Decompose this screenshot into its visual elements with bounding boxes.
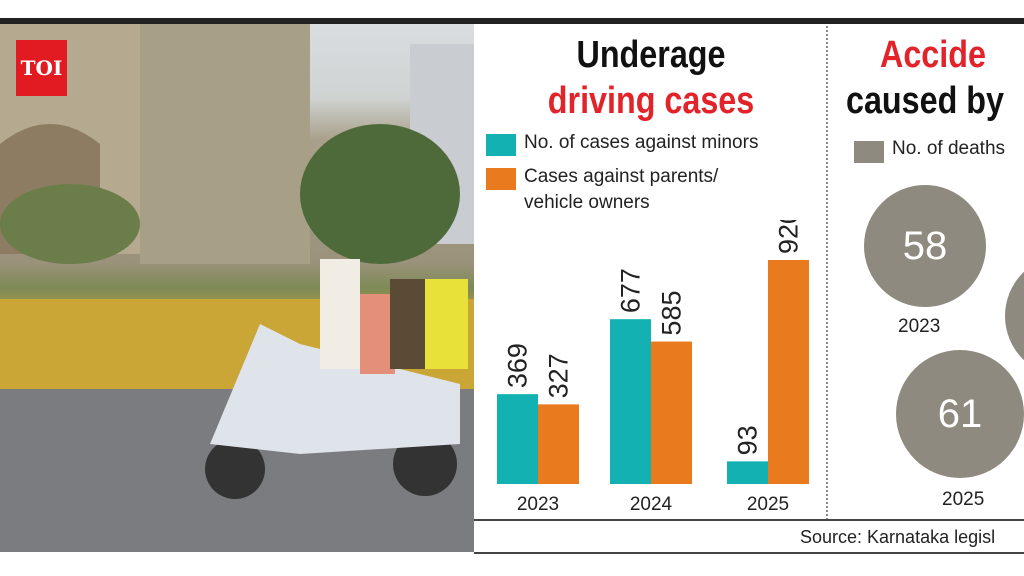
source-top-rule: [474, 519, 1024, 521]
chart-title-line2: driving cases: [547, 80, 755, 122]
bar-2024-series-2: [651, 341, 692, 484]
bubble-year-2023: 2023: [898, 316, 941, 337]
x-tick-label: 2023: [517, 494, 559, 515]
legend-label: Cases against parents/: [524, 166, 719, 187]
bar-2023-series-1: [497, 394, 538, 484]
bar-2023-series-2: [538, 404, 579, 484]
bubble-2023: 58: [864, 185, 986, 307]
x-tick-label: 2025: [747, 494, 789, 515]
top-border: [0, 18, 1024, 24]
bubble-2024-edge: [1005, 271, 1024, 361]
legend-swatch-teal: [486, 134, 516, 156]
bar-chart: 369 327 2023 677 585 2024 93 920 2025: [497, 220, 809, 515]
x-tick-label: 2024: [630, 494, 673, 515]
data-label: 920: [774, 220, 804, 254]
data-label: 369: [503, 343, 533, 388]
bubble-2025: 61: [896, 350, 1024, 478]
chart-title-line1: Underage: [576, 34, 726, 76]
data-label: 585: [657, 291, 687, 336]
data-label: 677: [616, 268, 646, 313]
data-label: 93: [733, 425, 763, 455]
source-bottom-rule: [474, 552, 1024, 554]
second-chart-title-line1: Accide: [880, 34, 986, 76]
legend-label: No. of cases against minors: [524, 132, 759, 153]
toi-logo: TOI: [16, 40, 67, 96]
bar-2025-series-2: [768, 260, 809, 484]
bar-2025-series-1: [727, 461, 768, 484]
legend-swatch-orange: [486, 168, 516, 190]
legend-swatch-gray: [854, 141, 884, 163]
bubble-year-2025: 2025: [942, 489, 985, 510]
second-chart-title-line2: caused by: [846, 80, 1004, 122]
dotted-divider: [826, 26, 828, 520]
photo-scene: [0, 24, 474, 552]
photo-children-on-scooter: [0, 24, 474, 552]
source-note: Source: Karnataka legisl: [800, 527, 996, 547]
legend-deaths: No. of deaths: [892, 138, 1006, 159]
bar-2024-series-1: [610, 319, 651, 484]
bubble-2024-partial: [1005, 271, 1024, 361]
data-label: 327: [544, 353, 574, 398]
legend-label: vehicle owners: [524, 192, 650, 213]
